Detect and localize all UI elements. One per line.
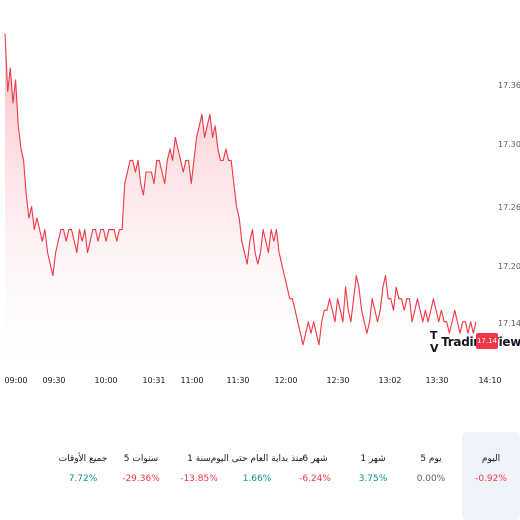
performance-periods: اليوم -0.92% 5 يوم 0.00% 1 شهر 3.75% 6 شهر -6.2… xyxy=(0,432,520,520)
x-tick-label: 13:30 xyxy=(425,376,448,385)
price-line[interactable] xyxy=(4,33,477,346)
period-change-value: 7.72% xyxy=(68,474,98,484)
x-tick-label: 12:00 xyxy=(274,376,297,385)
x-tick-label: 11:30 xyxy=(226,376,249,385)
period-change-value: -0.92% xyxy=(475,474,507,484)
period-label: جميع الأوقات xyxy=(58,454,108,464)
period-label: 6 شهر xyxy=(302,454,328,464)
period-tab[interactable]: 5 يوم 0.00% xyxy=(402,432,460,520)
period-tab[interactable]: 1 سنة -13.85% xyxy=(170,432,228,520)
period-change-value: 1.66% xyxy=(242,474,272,484)
x-tick-label: 13:02 xyxy=(378,376,401,385)
price-area-fill xyxy=(5,33,476,363)
period-tab[interactable]: منذ بداية العام حتى اليوم 1.66% xyxy=(211,432,304,520)
period-change-value: 3.75% xyxy=(358,474,388,484)
x-tick-label: 10:31 xyxy=(142,376,165,385)
period-tab[interactable]: 5 سنوات -29.36% xyxy=(112,432,170,520)
price-chart[interactable]: 17.36 17.30 17.26 17.20 17.14 09:00 09:30 10:0… xyxy=(0,0,520,430)
x-tick-label: 12:30 xyxy=(326,376,349,385)
period-tab[interactable]: جميع الأوقات 7.72% xyxy=(54,432,112,520)
x-tick-label: 09:00 xyxy=(4,376,27,385)
last-price-label: 17.14 xyxy=(476,333,498,349)
y-tick-label: 17.36 xyxy=(498,81,520,90)
period-change-value: -13.85% xyxy=(180,474,218,484)
period-label: 5 سنوات xyxy=(123,454,159,464)
period-label: 1 سنة xyxy=(187,454,211,464)
x-tick-label: 11:00 xyxy=(180,376,203,385)
y-tick-label: 17.14 xyxy=(498,319,520,328)
period-tab[interactable]: 6 شهر -6.24% xyxy=(286,432,344,520)
period-change-value: -29.36% xyxy=(122,474,160,484)
period-tab[interactable]: اليوم -0.92% xyxy=(462,432,520,520)
y-tick-label: 17.30 xyxy=(498,140,520,149)
x-tick-label: 09:30 xyxy=(42,376,65,385)
tradingview-logo-mark: T V xyxy=(430,329,439,355)
period-change-value: -6.24% xyxy=(299,474,331,484)
period-tab[interactable]: 1 شهر 3.75% xyxy=(344,432,402,520)
y-tick-label: 17.26 xyxy=(498,203,520,212)
period-label: منذ بداية العام حتى اليوم xyxy=(210,454,304,464)
period-label: اليوم xyxy=(481,454,501,464)
tradingview-logo[interactable]: T V TradingView xyxy=(430,329,520,355)
period-label: 1 شهر xyxy=(360,454,386,464)
period-change-value: 0.00% xyxy=(416,474,446,484)
period-label: 5 يوم xyxy=(420,454,442,464)
x-tick-label: 10:00 xyxy=(94,376,117,385)
x-tick-label: 14:10 xyxy=(478,376,501,385)
y-tick-label: 17.20 xyxy=(498,262,520,271)
